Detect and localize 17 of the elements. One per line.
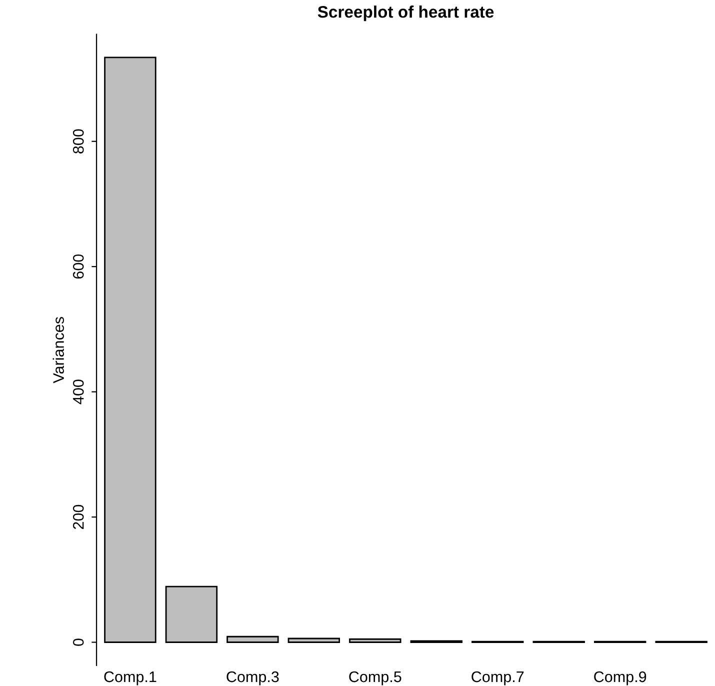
bar <box>165 586 218 643</box>
y-tick-label: 0 <box>72 638 84 646</box>
x-tick-label: Comp.3 <box>226 671 279 686</box>
y-tick-label: 800 <box>72 129 84 154</box>
x-tick-label: Comp.9 <box>594 671 646 686</box>
y-axis-title: Variances <box>52 317 64 384</box>
bar <box>349 638 402 643</box>
y-tick-label: 400 <box>72 380 84 404</box>
y-tick-label: 200 <box>72 504 84 530</box>
chart-title: Screeplot of heart rate <box>318 6 494 22</box>
bar <box>288 638 340 643</box>
x-tick-label: Comp.5 <box>349 671 402 686</box>
x-tick-label: Comp.7 <box>472 671 524 686</box>
y-tick-label: 600 <box>72 254 84 279</box>
bar <box>226 636 279 643</box>
bar <box>104 56 156 643</box>
x-tick-label: Comp.1 <box>104 671 156 686</box>
